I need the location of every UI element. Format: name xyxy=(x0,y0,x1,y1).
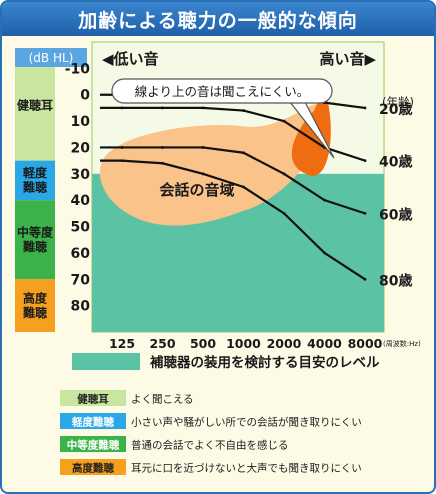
band-3 xyxy=(15,279,55,332)
x-tick-2: 500 xyxy=(190,336,216,351)
legend-label-0: 健聴耳 xyxy=(77,393,109,406)
legend-swatch-2 xyxy=(60,436,126,452)
age-point-3-4 xyxy=(282,211,286,215)
speech-range-label: 会話の音域 xyxy=(159,181,234,199)
x-tick-3: 1000 xyxy=(226,336,261,351)
high-frequency-area xyxy=(291,97,331,176)
age-point-1-1 xyxy=(161,106,164,110)
age-point-1-0 xyxy=(120,106,124,110)
age-point-3-2 xyxy=(201,172,205,176)
callout-box xyxy=(111,78,333,104)
age-header: (年齢) xyxy=(382,95,414,109)
age-point-3-3 xyxy=(242,185,245,189)
y-tick-3: 20 xyxy=(71,140,91,156)
legend-swatch-0 xyxy=(60,390,126,406)
age-point-3-0 xyxy=(120,159,124,163)
band-label-2: 中等度難聴 xyxy=(17,225,54,254)
age-point-3-6 xyxy=(363,277,367,281)
low-pitch-label: ◀低い音 xyxy=(102,50,159,68)
y-tick-9: 80 xyxy=(71,299,91,315)
x-tick-0: 125 xyxy=(109,336,135,351)
age-line-2 xyxy=(100,146,366,215)
speech-range-area xyxy=(99,103,326,226)
x-axis-unit: (周波数:Hz) xyxy=(383,339,421,348)
hearing-aid-label: 補聴器の装用を検討する目安のレベル xyxy=(149,354,380,371)
legend-desc-1: 小さい声や騒がしい所での会話が聞き取りにくい xyxy=(131,416,362,429)
age-point-2-1 xyxy=(161,146,164,149)
x-tick-labels: 125 250 500 1000 2000 4000 8000 xyxy=(109,336,383,351)
age-point-1-4 xyxy=(282,119,286,123)
age-point-2-6 xyxy=(363,211,367,215)
legend-label-3: 高度難聴 xyxy=(72,462,114,475)
age-label-3: 80歳 xyxy=(379,272,412,289)
age-line-1 xyxy=(100,106,366,162)
band-2 xyxy=(15,200,55,280)
high-pitch-label: 高い音▶ xyxy=(319,50,376,68)
age-point-1-6 xyxy=(363,159,367,163)
hearing-aid-swatch xyxy=(72,353,140,370)
age-point-2-2 xyxy=(201,146,205,149)
age-point-2-0 xyxy=(120,146,124,149)
y-tick-7: 60 xyxy=(71,246,91,262)
chart-title: 加齢による聴力の一般的な傾向 xyxy=(78,10,358,32)
band-label-1: 軽度難聴 xyxy=(23,165,48,194)
legend-label-2: 中等度難聴 xyxy=(67,439,120,452)
legend-swatch-3 xyxy=(60,459,126,475)
age-label-1: 40歳 xyxy=(379,154,412,171)
age-point-2-3 xyxy=(242,151,245,155)
y-tick-2: 10 xyxy=(71,114,91,130)
x-tick-5: 4000 xyxy=(307,336,342,351)
axis-labels: (dB HL) ◀低い音 高い音▶ (年齢) (周波数:Hz) xyxy=(15,48,421,348)
age-label-2: 60歳 xyxy=(379,206,412,223)
age-point-1-3 xyxy=(242,109,245,112)
y-tick-labels: -10 0 10 20 30 40 50 60 70 80 xyxy=(65,61,91,314)
age-point-2-4 xyxy=(282,172,286,176)
y-tick-0: -10 xyxy=(65,61,91,77)
band-label-0: 健聴耳 xyxy=(17,97,53,112)
age-line-3 xyxy=(100,159,366,281)
legend-desc-2: 普通の会話でよく不自由を感じる xyxy=(131,439,289,452)
legend-label-1: 軽度難聴 xyxy=(72,416,114,429)
legend-desc-0: よく聞こえる xyxy=(131,394,194,406)
age-point-2-5 xyxy=(323,198,326,202)
title-bar: 加齢による聴力の一般的な傾向 xyxy=(2,2,434,36)
unit-label: (dB HL) xyxy=(29,51,74,65)
band-label-3: 高度難聴 xyxy=(23,290,48,319)
y-tick-8: 70 xyxy=(71,272,91,288)
age-label-0: 20歳 xyxy=(379,101,412,118)
legend-swatch-1 xyxy=(60,413,126,429)
age-point-1-2 xyxy=(201,106,205,110)
age-point-3-5 xyxy=(323,251,326,255)
x-tick-1: 250 xyxy=(149,336,175,351)
callout-text: 線より上の音は聞こえにくい。 xyxy=(135,84,310,99)
x-tick-4: 2000 xyxy=(267,336,302,351)
y-tick-5: 40 xyxy=(71,193,91,209)
hearing-aid-legend: 補聴器の装用を検討する目安のレベル xyxy=(72,353,380,371)
legend-desc-3: 耳元に口を近づけないと大声でも聞き取りにくい xyxy=(131,462,362,475)
age-point-3-1 xyxy=(161,161,164,165)
band-0 xyxy=(15,50,55,161)
age-point-0-6 xyxy=(363,106,367,110)
band-1 xyxy=(15,160,55,201)
y-tick-1: 0 xyxy=(80,88,90,104)
y-tick-4: 30 xyxy=(71,167,91,183)
callout: 線より上の音は聞こえにくい。 xyxy=(111,78,335,159)
x-tick-6: 8000 xyxy=(348,336,383,351)
unit-label-box xyxy=(15,48,87,67)
y-tick-6: 50 xyxy=(71,220,91,236)
